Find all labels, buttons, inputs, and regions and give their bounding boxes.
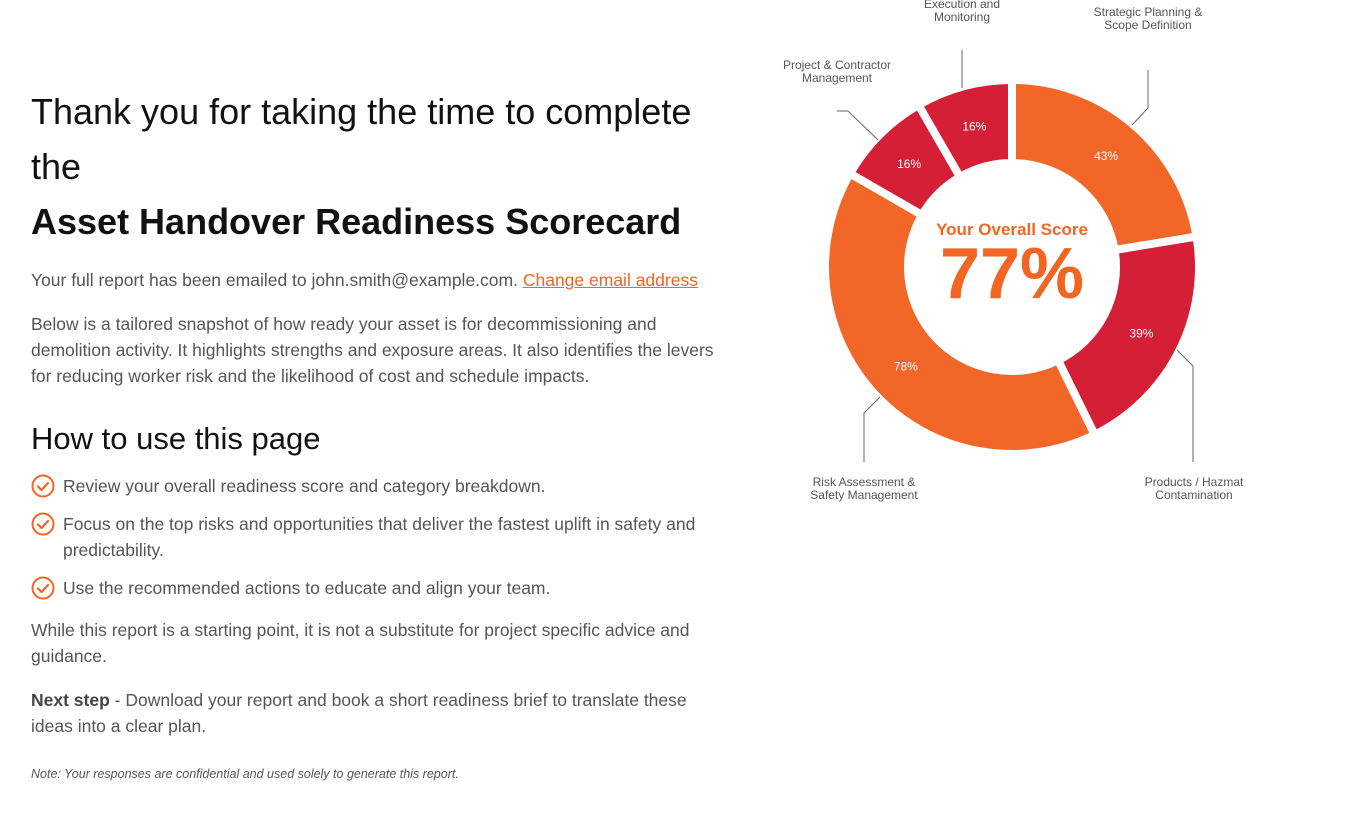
email-text: Your full report has been emailed to joh… <box>31 270 518 290</box>
list-item-text: Use the recommended actions to educate a… <box>63 578 551 598</box>
donut-segment <box>821 169 1099 458</box>
snapshot-text: Below is a tailored snapshot of how read… <box>31 314 714 386</box>
overall-score: Your Overall Score 77% <box>912 220 1112 312</box>
list-item: Focus on the top risks and opportunities… <box>31 511 721 563</box>
list-item: Review your overall readiness score and … <box>31 473 721 499</box>
category-label: Products / Hazmat Contamination <box>1144 475 1244 502</box>
donut-segment <box>914 76 1016 181</box>
leader-line <box>863 396 881 462</box>
email-notice: Your full report has been emailed to joh… <box>31 267 721 293</box>
title-intro: Thank you for taking the time to complet… <box>31 91 692 187</box>
how-to-list: Review your overall readiness score and … <box>31 473 721 601</box>
check-circle-icon <box>31 512 55 536</box>
category-label: Execution and Monitoring <box>923 0 1001 24</box>
overall-score-title: Your Overall Score <box>936 220 1088 239</box>
how-to-heading: How to use this page <box>31 421 321 456</box>
segment-value-label: 78% <box>894 359 918 373</box>
confidentiality-note: Note: Your responses are confidential an… <box>31 767 459 781</box>
next-step-text: - Download your report and book a short … <box>31 690 687 736</box>
category-label: Project & Contractor Management <box>782 58 892 85</box>
disclaimer: While this report is a starting point, i… <box>31 620 690 666</box>
next-step: Next step - Download your report and boo… <box>31 687 721 739</box>
check-circle-icon <box>31 474 55 498</box>
scorecard-title: Asset Handover Readiness Scorecard <box>31 201 682 242</box>
list-item-text: Focus on the top risks and opportunities… <box>63 514 696 560</box>
segment-value-label: 43% <box>1094 149 1118 163</box>
check-circle-icon <box>31 576 55 600</box>
list-item: Use the recommended actions to educate a… <box>31 575 721 601</box>
donut-segment <box>1008 76 1201 255</box>
segment-value-label: 16% <box>962 119 986 133</box>
overall-score-value: 77% <box>939 234 1085 314</box>
leader-line <box>1176 349 1194 462</box>
segment-value-label: 39% <box>1129 326 1153 340</box>
donut-segment <box>1054 232 1203 439</box>
change-email-link[interactable]: Change email address <box>522 270 698 290</box>
leader-line <box>1131 70 1149 126</box>
page-title: Thank you for taking the time to complet… <box>31 84 721 249</box>
category-label: Strategic Planning & Scope Definition <box>1093 5 1203 32</box>
list-item-text: Review your overall readiness score and … <box>63 476 546 496</box>
next-step-label: Next step <box>31 690 110 710</box>
main-content: Thank you for taking the time to complet… <box>31 84 721 787</box>
leader-line <box>837 110 879 141</box>
segment-value-label: 16% <box>897 157 921 171</box>
category-label: Risk Assessment & Safety Management <box>810 475 918 502</box>
